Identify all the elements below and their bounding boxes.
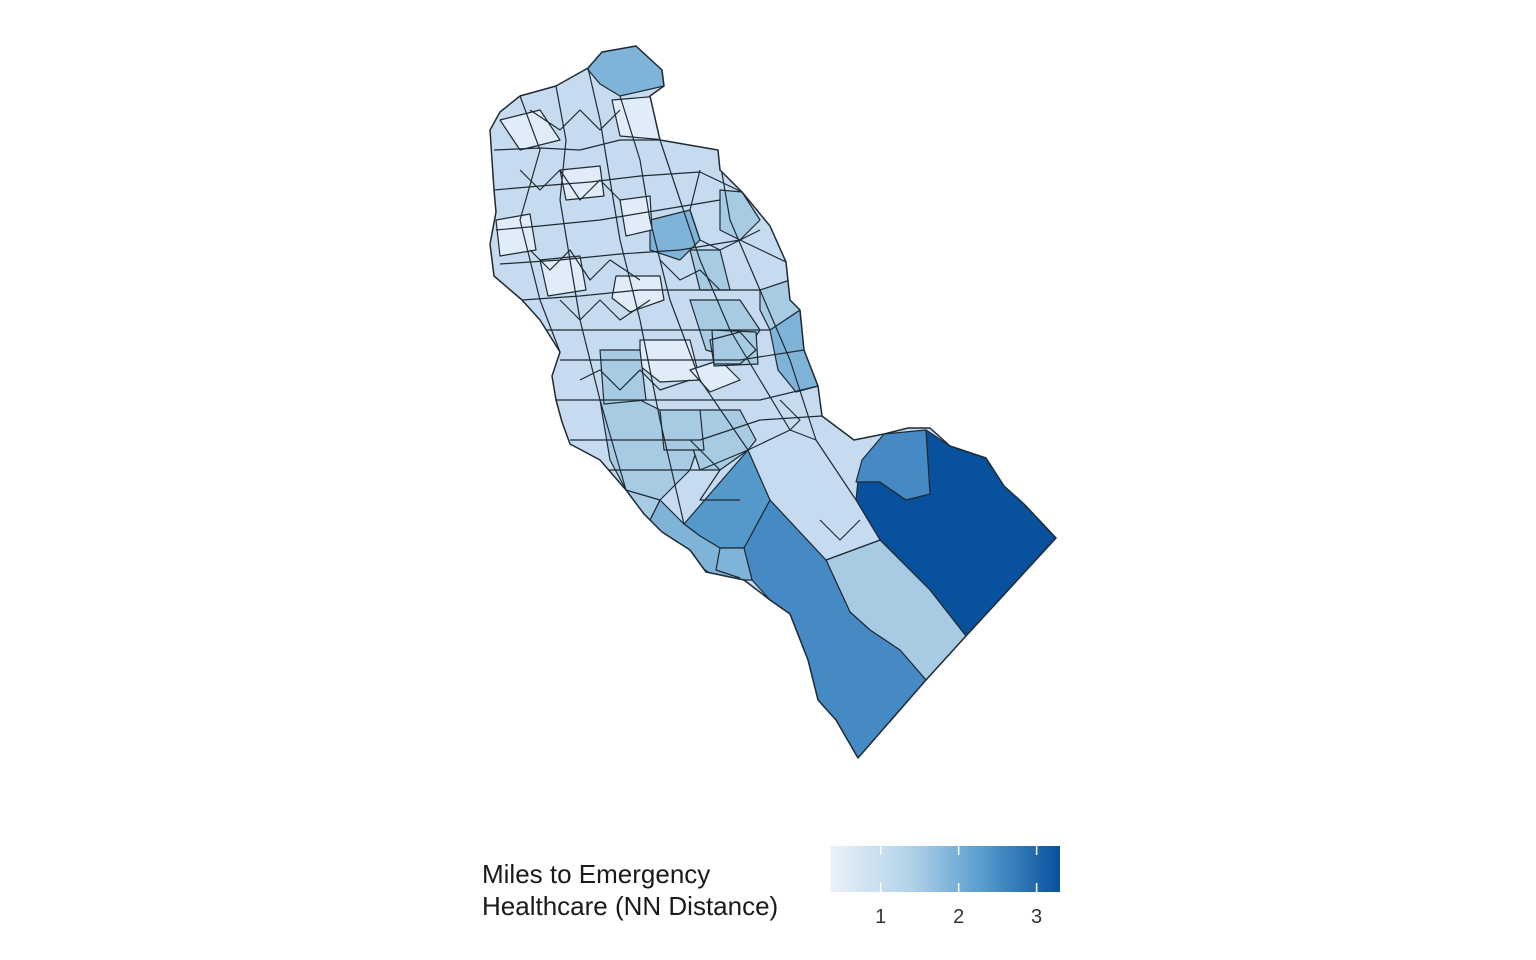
legend-tick-label-1: 1 — [875, 906, 887, 928]
tract-light-medium-c — [659, 409, 705, 451]
legend-tick-label-2: 2 — [953, 906, 965, 928]
tract-strong-east — [855, 429, 931, 501]
tract-very-light-9 — [539, 255, 587, 297]
tract-light-central-strip — [747, 429, 881, 561]
legend-tick-marks — [879, 846, 1038, 892]
tract-very-light-2 — [611, 275, 665, 313]
legend-gradient-bar — [830, 846, 1060, 892]
legend-title: Miles to Emergency Healthcare (NN Distan… — [482, 858, 778, 922]
tract-very-light-6 — [495, 213, 537, 257]
legend-colorbar — [830, 846, 1060, 892]
tract-light-medium-northeast — [719, 189, 761, 241]
county-outline — [489, 45, 1057, 759]
legend-tick-label-3: 3 — [1031, 906, 1043, 928]
legend-title-line1: Miles to Emergency — [482, 859, 711, 889]
tract-boundaries — [493, 67, 861, 579]
legend-title-line2: Healthcare (NN Distance) — [482, 891, 779, 921]
